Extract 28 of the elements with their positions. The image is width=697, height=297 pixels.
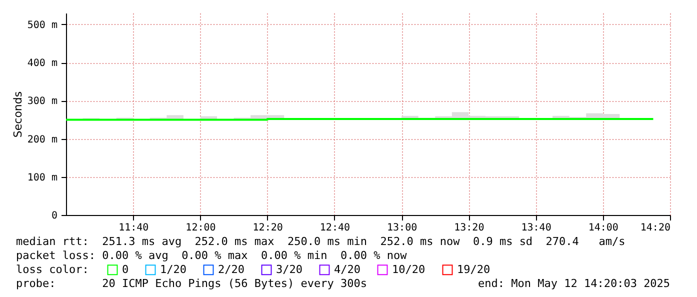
x-tick-label: 14:00 (588, 222, 618, 234)
legend-label: 1/20 (160, 262, 186, 276)
x-tick-label: 11:40 (118, 222, 149, 234)
x-tick-label: 13:20 (454, 222, 484, 234)
text: end: Mon May 12 14:20:03 2025 (478, 277, 670, 290)
x-tick-label: 12:20 (252, 222, 283, 234)
legend-label: 10/20 (392, 262, 426, 276)
legend-label: 3/20 (276, 262, 302, 276)
y-tick-label: 400 m (27, 58, 58, 70)
y-tick-label: 100 m (27, 172, 58, 184)
x-tick-label: 12:40 (320, 222, 350, 234)
text: median rtt: 251.3 ms avg 252.0 ms max 250.0 ms min 252.0 ms now 0.9 ms sd 270.4 am/s (16, 235, 626, 248)
y-tick-label: 0 (51, 210, 58, 222)
legend-label: 19/20 (457, 262, 490, 276)
legend-label: 4/20 (334, 262, 360, 276)
x-tick-label: 13:40 (521, 222, 552, 234)
x-tick-label: 13:00 (387, 222, 418, 234)
text: probe: 20 ICMP Echo Pings (56 Bytes) every 300s (16, 277, 367, 290)
y-tick-label: 300 m (27, 96, 58, 108)
legend-label: 0 (122, 262, 129, 276)
x-tick-label: 12:00 (186, 222, 216, 234)
y-tick-label: 200 m (27, 134, 58, 146)
legend-label: 2/20 (218, 262, 244, 276)
y-axis-title: Seconds (11, 91, 24, 138)
x-tick-label: 14:20 (640, 222, 670, 234)
y-tick-label: 500 m (27, 20, 58, 31)
text: packet loss: 0.00 % avg 0.00 % max 0.00 % min 0.00 % now (16, 249, 407, 262)
legend-title: loss color: (16, 263, 89, 276)
